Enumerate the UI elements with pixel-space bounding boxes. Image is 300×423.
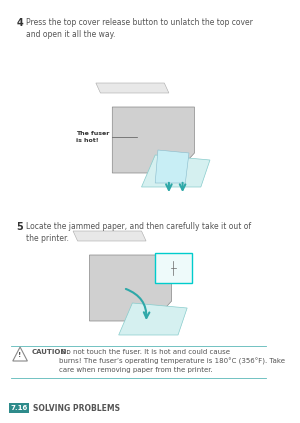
FancyBboxPatch shape xyxy=(9,403,29,413)
Bar xyxy=(155,253,192,283)
Text: The fuser
is hot!: The fuser is hot! xyxy=(76,132,109,143)
Polygon shape xyxy=(155,150,189,183)
Text: Press the top cover release button to unlatch the top cover
and open it all the : Press the top cover release button to un… xyxy=(26,18,252,39)
Polygon shape xyxy=(96,83,169,93)
Text: CAUTION:: CAUTION: xyxy=(32,349,70,355)
Text: 4: 4 xyxy=(16,18,23,28)
Polygon shape xyxy=(89,255,172,321)
Text: Locate the jammed paper, and then carefully take it out of
the printer.: Locate the jammed paper, and then carefu… xyxy=(26,222,251,243)
Polygon shape xyxy=(73,231,146,241)
Polygon shape xyxy=(13,347,27,361)
Polygon shape xyxy=(142,155,210,187)
Text: 5: 5 xyxy=(16,222,23,232)
Polygon shape xyxy=(112,107,194,173)
Text: Do not touch the fuser. It is hot and could cause
burns! The fuser’s operating t: Do not touch the fuser. It is hot and co… xyxy=(59,349,285,373)
Text: SOLVING PROBLEMS: SOLVING PROBLEMS xyxy=(33,404,120,412)
Polygon shape xyxy=(119,303,187,335)
Text: 7.16: 7.16 xyxy=(11,405,28,411)
Text: !: ! xyxy=(19,352,22,358)
